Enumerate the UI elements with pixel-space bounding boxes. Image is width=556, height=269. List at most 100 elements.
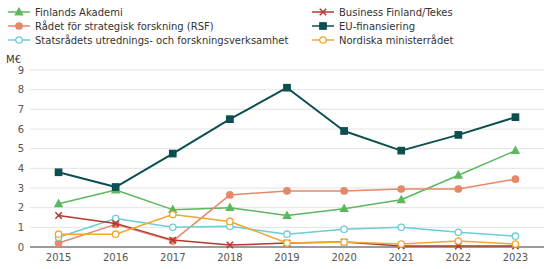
x-tick-label: 2017 (160, 252, 185, 263)
legend-item: Finlands Akademi (8, 7, 123, 18)
point (398, 147, 404, 153)
point (512, 241, 518, 247)
legend-marker (320, 23, 326, 29)
point (284, 188, 290, 194)
point (341, 205, 348, 212)
point (226, 204, 233, 211)
y-tick-label: 2 (18, 202, 24, 213)
series (55, 176, 518, 246)
point (341, 239, 347, 245)
point (283, 212, 290, 219)
legend-marker (16, 23, 22, 29)
series (55, 211, 518, 247)
point (284, 231, 290, 237)
chart: 0123456789M€2015201620172018201920202021… (0, 0, 556, 269)
y-tick-label: 0 (18, 242, 24, 253)
grid-line (30, 109, 544, 110)
grid-line (30, 148, 544, 149)
point (227, 116, 233, 122)
point (170, 238, 176, 244)
legend: Finlands Akademi Rådet för strategisk for… (8, 7, 453, 46)
plot-marks (55, 85, 519, 250)
legend-item: Nordiska ministerrådet (312, 34, 453, 46)
point (455, 132, 461, 138)
point (284, 85, 290, 91)
x-tick-label: 2016 (103, 252, 128, 263)
legend-marker (320, 9, 326, 15)
series-line (59, 218, 516, 237)
point (112, 231, 118, 237)
x-tick-label: 2015 (46, 252, 71, 263)
series-line (59, 179, 516, 243)
point (512, 114, 518, 120)
point (398, 196, 405, 203)
grid-line (30, 168, 544, 169)
point (170, 224, 176, 230)
point (512, 233, 518, 239)
legend-label: EU-finansiering (339, 21, 415, 32)
point (170, 237, 176, 243)
point (284, 240, 290, 246)
point (284, 240, 290, 246)
legend-label: Business Finland/Tekes (339, 7, 453, 18)
point (512, 147, 519, 154)
legend-item: Rådet för strategisk forskning (RSF) (8, 20, 214, 32)
y-tick-label: 1 (18, 222, 24, 233)
point (455, 238, 461, 244)
point (55, 200, 62, 207)
point (112, 220, 118, 226)
y-tick-label: 7 (18, 104, 24, 115)
grid-line (30, 129, 544, 130)
y-tick-label: 6 (18, 124, 24, 135)
point (398, 186, 404, 192)
legend-marker (16, 37, 22, 43)
y-tick-label: 4 (18, 163, 24, 174)
x-tick-label: 2022 (446, 252, 471, 263)
point (398, 241, 404, 247)
point (227, 218, 233, 224)
legend-marker (15, 8, 22, 15)
point (227, 192, 233, 198)
point (227, 242, 233, 248)
point (512, 176, 518, 182)
y-tick-label: 5 (18, 143, 24, 154)
series-line (59, 216, 516, 246)
y-tick-label: 3 (18, 183, 24, 194)
point (341, 188, 347, 194)
point (341, 226, 347, 232)
series (55, 215, 518, 240)
point (170, 211, 176, 217)
point (455, 171, 462, 178)
point (341, 128, 347, 134)
point (341, 239, 347, 245)
point (455, 229, 461, 235)
x-tick-label: 2020 (331, 252, 356, 263)
legend-item: EU-finansiering (312, 21, 415, 32)
point (55, 169, 61, 175)
series (55, 212, 518, 249)
legend-item: Statsrådets utrednings- och forskningsve… (8, 34, 288, 46)
y-axis-label: M€ (6, 54, 21, 65)
legend-label: Statsrådets utrednings- och forskningsve… (35, 34, 288, 46)
x-tick-label: 2018 (217, 252, 242, 263)
series-line (59, 88, 516, 187)
legend-marker (320, 37, 326, 43)
point (398, 224, 404, 230)
point (55, 212, 61, 218)
point (112, 184, 118, 190)
legend-label: Nordiska ministerrådet (339, 34, 453, 46)
x-tick-label: 2021 (388, 252, 413, 263)
x-tick-label: 2019 (274, 252, 299, 263)
point (455, 186, 461, 192)
legend-label: Rådet för strategisk forskning (RSF) (35, 20, 214, 32)
y-tick-label: 9 (18, 65, 24, 76)
series-line (59, 151, 516, 216)
grid-line (30, 207, 544, 208)
point (170, 150, 176, 156)
y-grid (30, 70, 544, 247)
legend-label: Finlands Akademi (35, 7, 123, 18)
legend-item: Business Finland/Tekes (312, 7, 453, 18)
series (55, 85, 518, 191)
x-tick-label: 2023 (503, 252, 528, 263)
grid-line (30, 70, 544, 71)
